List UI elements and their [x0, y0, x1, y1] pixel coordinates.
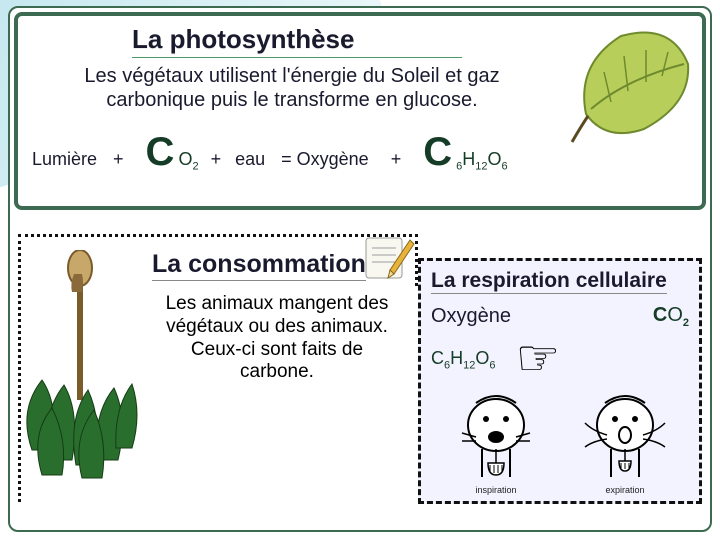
eq-plus: + — [391, 149, 402, 170]
respiration-title: La respiration cellulaire — [431, 269, 667, 294]
respiration-faces — [431, 393, 689, 483]
eq-plus: + — [113, 149, 124, 170]
eq-big-c2: C — [423, 138, 452, 166]
respiration-box: La respiration cellulaire Oxygène CO2 C6… — [418, 258, 702, 504]
consommation-title: La consommation — [152, 250, 366, 281]
caption-inspiration: inspiration — [475, 485, 516, 495]
eq-c6h12o6: 6H12O6 — [456, 149, 508, 173]
photosynthesis-description: Les végétaux utilisent l'énergie du Sole… — [36, 64, 548, 112]
respiration-glucose: C6H12O6 — [431, 348, 496, 372]
eq-plus: + — [211, 149, 222, 170]
eq-eau: eau — [235, 149, 265, 170]
photosynthesis-title: La photosynthèse — [132, 24, 462, 58]
sprout-plant-icon — [22, 250, 138, 490]
face-expiration-icon — [575, 393, 675, 483]
eq-big-c1: C — [146, 138, 175, 166]
pointing-hand-icon: ☞ — [516, 329, 561, 387]
eq-lumiere: Lumière — [32, 149, 97, 170]
leaf-icon — [566, 24, 696, 144]
face-inspiration-icon — [446, 393, 546, 483]
eq-equals-oxygene: = Oxygène — [281, 149, 369, 170]
respiration-oxygene: Oxygène — [431, 305, 511, 328]
respiration-co2: CO2 — [653, 304, 689, 329]
consommation-text: Les animaux mangent des végétaux ou des … — [154, 293, 400, 384]
caption-expiration: expiration — [605, 485, 644, 495]
eq-o2: O2 — [178, 149, 198, 173]
